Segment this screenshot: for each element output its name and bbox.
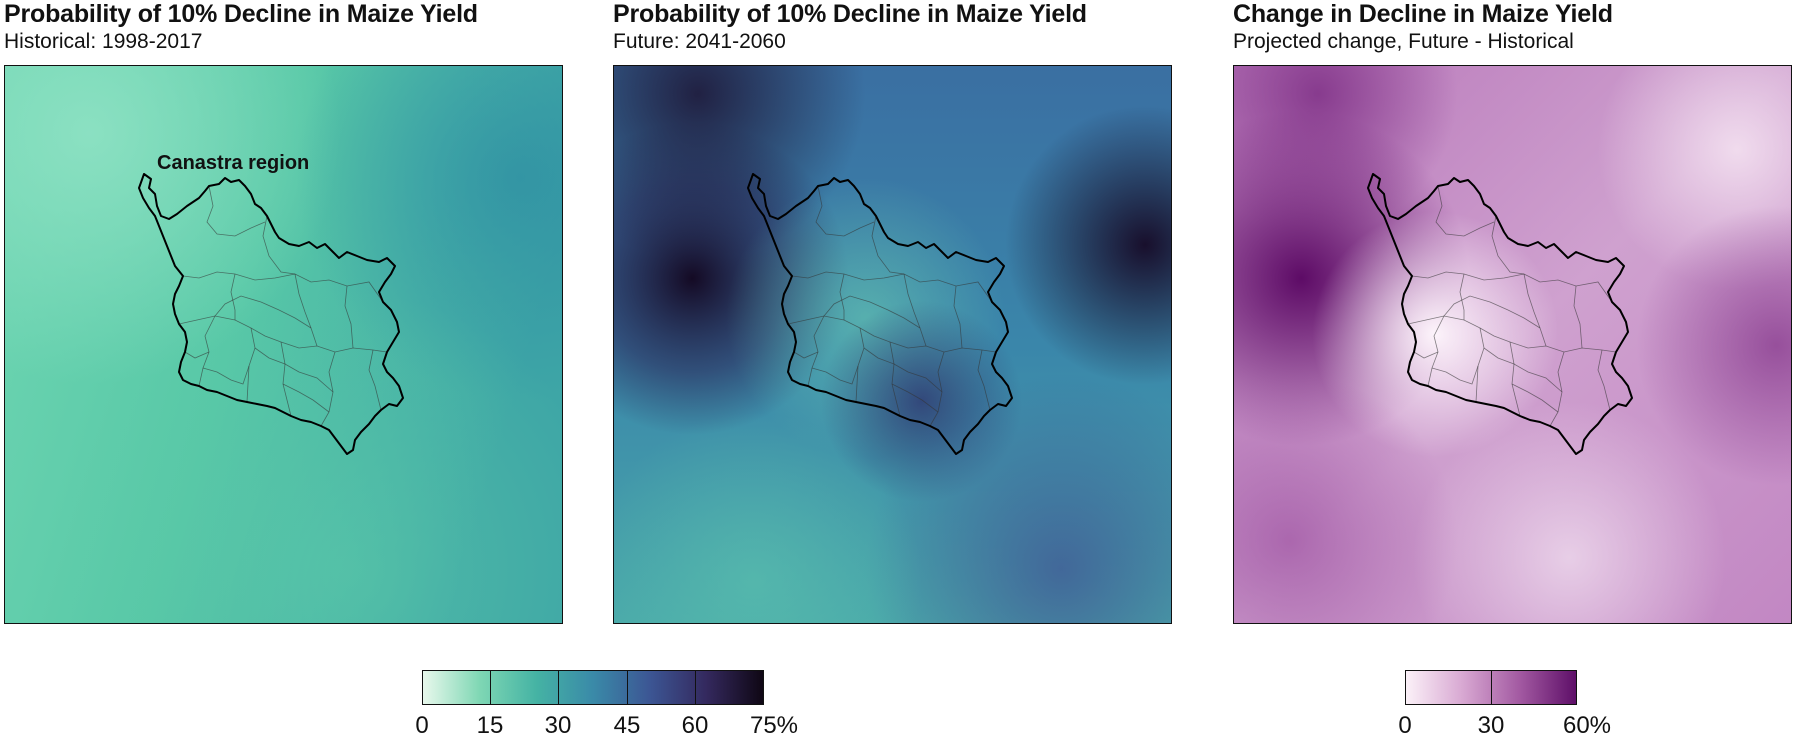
municipality-boundary [282,383,330,413]
municipality-boundary [839,273,845,320]
region-boundary [138,173,404,455]
municipality-boundary [184,351,210,359]
colorbar-label: 0 [415,712,429,739]
municipality-boundary [1509,341,1521,417]
map-subtitle: Future: 2041-2060 [613,30,786,53]
region-boundary [747,173,1013,455]
colorbar-tick [695,670,696,705]
region-label: Canastra region [157,152,309,174]
municipality-boundary [977,349,991,411]
canastra-region-outline [747,173,1013,455]
colorbar-label: 60 [681,712,709,739]
panel-historical: Probability of 10% Decline in Maize Yiel… [4,0,566,630]
canastra-region-outline [138,173,404,455]
municipality-boundary [1573,285,1583,349]
municipality-boundary [1431,365,1479,385]
municipality-boundary [202,365,250,385]
colorbar-label: 30 [1477,712,1505,739]
change-map [1233,65,1792,624]
colorbar-tick [1491,670,1492,705]
municipality-boundary [823,295,921,329]
probability-colorbar [422,670,764,705]
municipality-boundary [1435,185,1495,237]
colorbar-label: 0 [1398,712,1412,739]
colorbar-label: 75% [749,712,799,739]
map-subtitle: Historical: 1998-2017 [4,30,203,53]
municipality-boundary [254,347,334,393]
municipality-boundary [891,383,939,413]
municipality-boundary [1511,383,1559,413]
municipality-boundary [246,327,256,403]
historical-map-svg: Canastra region [5,66,562,623]
municipality-boundary [871,215,993,303]
municipality-boundary [811,365,859,385]
municipality-boundary [1443,295,1541,329]
colorbar-label: 15 [476,712,504,739]
municipality-boundary [1597,349,1611,411]
municipality-boundary [1475,327,1485,403]
municipality-boundary [889,341,901,417]
colorbar-label: 30 [544,712,572,739]
municipality-boundary [230,273,236,320]
municipality-boundary [280,341,292,417]
municipality-boundary [903,273,927,347]
colorbar-label: 45 [613,712,641,739]
municipality-boundary [294,273,318,347]
canastra-region-outline [1367,173,1633,455]
municipality-boundary [1483,347,1563,393]
map-title: Probability of 10% Decline in Maize Yiel… [613,0,1087,28]
municipality-boundary [206,185,266,237]
municipality-boundary [953,285,963,349]
municipality-boundary [262,215,384,303]
municipality-boundary [815,185,875,237]
change-map-svg [1234,66,1791,623]
colorbar-tick [627,670,628,705]
municipality-boundary [368,349,382,411]
municipality-boundary [1413,351,1439,359]
municipality-boundary [214,295,312,329]
colorbar-tick [558,670,559,705]
map-subtitle: Projected change, Future - Historical [1233,30,1574,53]
map-title: Change in Decline in Maize Yield [1233,0,1613,28]
probability-legend: 0 15 30 45 60 75% [415,670,798,745]
municipality-boundary [855,327,865,403]
panel-change: Change in Decline in Maize Yield Project… [1233,0,1795,630]
municipality-boundary [1459,273,1465,320]
panel-future: Probability of 10% Decline in Maize Yiel… [613,0,1175,630]
municipality-boundary [863,347,943,393]
colorbar-tick [490,670,491,705]
municipality-boundary [1491,215,1613,303]
municipality-boundary [1523,273,1547,347]
municipality-boundary [344,285,354,349]
future-probability-map [613,65,1172,624]
historical-probability-map: Canastra region [4,65,563,624]
region-boundary [1367,173,1633,455]
change-legend: 0 30 60% [1398,670,1611,745]
municipality-boundary [793,351,819,359]
future-map-svg [614,66,1171,623]
colorbar-label: 60% [1562,712,1612,739]
map-title: Probability of 10% Decline in Maize Yiel… [4,0,478,28]
